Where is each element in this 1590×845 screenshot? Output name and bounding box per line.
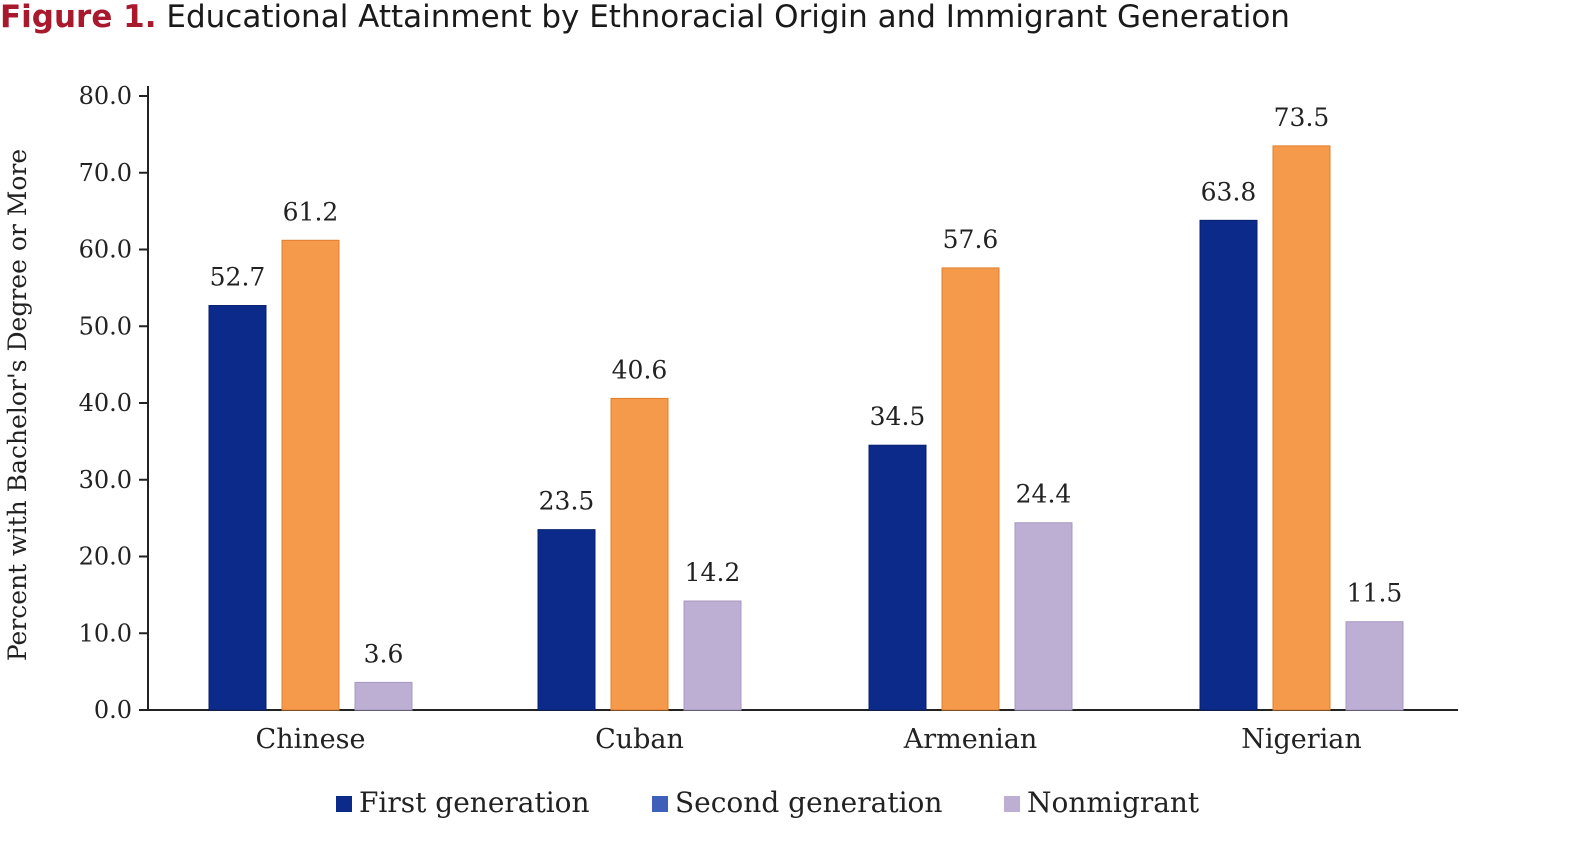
bar-first-generation-cuban bbox=[537, 529, 596, 711]
data-label: 73.5 bbox=[1274, 103, 1330, 132]
data-label: 3.6 bbox=[364, 639, 404, 668]
data-label: 11.5 bbox=[1347, 579, 1403, 608]
x-tick-label-cuban: Cuban bbox=[595, 724, 684, 755]
bar-first-generation-armenian bbox=[868, 444, 927, 711]
bar-nonmigrant-armenian bbox=[1014, 522, 1073, 711]
y-tick-label: 0.0 bbox=[94, 696, 132, 724]
legend-swatch-second-generation bbox=[652, 796, 668, 812]
data-label: 61.2 bbox=[283, 197, 339, 226]
legend-swatch-nonmigrant bbox=[1004, 796, 1020, 812]
legend-swatch-first-generation bbox=[336, 796, 352, 812]
y-tick-label: 60.0 bbox=[79, 236, 132, 264]
bar-second-generation-armenian bbox=[941, 267, 1000, 711]
bar-first-generation-chinese bbox=[208, 305, 267, 711]
figure-label: Figure 1. bbox=[0, 0, 157, 35]
legend-label-second-generation: Second generation bbox=[675, 786, 942, 819]
figure-title: Figure 1. Educational Attainment by Ethn… bbox=[0, 0, 1290, 44]
data-label: 14.2 bbox=[685, 558, 741, 587]
y-tick-label: 30.0 bbox=[79, 466, 132, 494]
bar-nonmigrant-cuban bbox=[683, 600, 742, 711]
y-tick-label: 10.0 bbox=[79, 619, 132, 647]
data-label: 52.7 bbox=[210, 263, 266, 292]
bar-second-generation-nigerian bbox=[1272, 145, 1331, 711]
data-label: 34.5 bbox=[870, 402, 926, 431]
y-tick-label: 50.0 bbox=[79, 312, 132, 340]
bar-first-generation-nigerian bbox=[1199, 219, 1258, 711]
figure-title-text: Educational Attainment by Ethnoracial Or… bbox=[166, 0, 1290, 35]
data-label: 57.6 bbox=[943, 225, 999, 254]
data-label: 63.8 bbox=[1201, 177, 1257, 206]
y-tick-label: 80.0 bbox=[79, 82, 132, 110]
data-label: 40.6 bbox=[612, 355, 668, 384]
y-tick-label: 40.0 bbox=[79, 389, 132, 417]
data-label: 23.5 bbox=[539, 487, 595, 516]
legend-label-first-generation: First generation bbox=[359, 786, 590, 819]
y-tick-label: 20.0 bbox=[79, 543, 132, 571]
y-tick-label: 70.0 bbox=[79, 159, 132, 187]
x-tick-label-nigerian: Nigerian bbox=[1241, 724, 1362, 755]
data-label: 24.4 bbox=[1016, 480, 1072, 509]
legend-label-nonmigrant: Nonmigrant bbox=[1027, 786, 1200, 819]
bar-nonmigrant-chinese bbox=[354, 681, 413, 711]
x-tick-label-chinese: Chinese bbox=[256, 724, 366, 755]
bar-second-generation-chinese bbox=[281, 239, 340, 711]
bar-second-generation-cuban bbox=[610, 397, 669, 711]
y-axis-title: Percent with Bachelor's Degree or More bbox=[3, 149, 32, 661]
bar-nonmigrant-nigerian bbox=[1345, 621, 1404, 711]
x-tick-label-armenian: Armenian bbox=[903, 724, 1038, 755]
